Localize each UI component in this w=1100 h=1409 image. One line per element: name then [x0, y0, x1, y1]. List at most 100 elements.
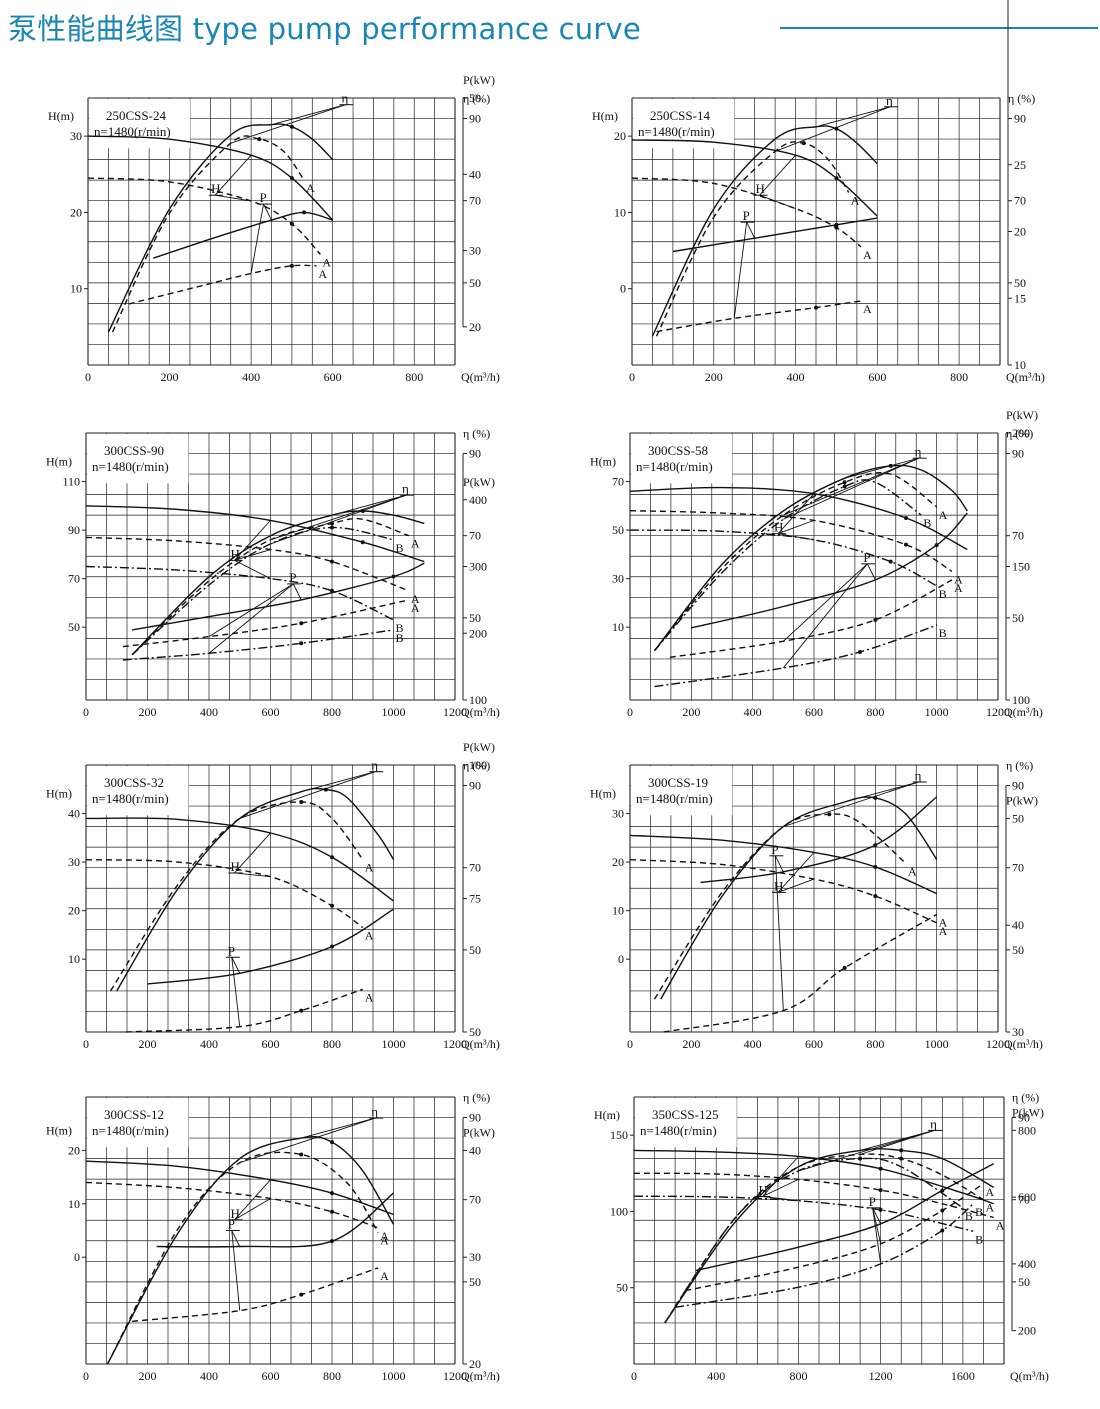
- title-box: [635, 1098, 737, 1148]
- leader-line-eff: [301, 1117, 376, 1139]
- point-p: [302, 210, 307, 215]
- speed-label: n=1480(r/min): [638, 124, 715, 139]
- x-tick-label: 400: [744, 1037, 762, 1051]
- title-box: [87, 1098, 189, 1148]
- page-title: 泵性能曲线图 type pump performance curve: [8, 12, 641, 46]
- leader-line-head: [234, 559, 271, 580]
- point-h: [289, 176, 294, 181]
- x-tick-label: 1600: [951, 1369, 975, 1383]
- variant-label-p-a: A: [380, 1269, 389, 1283]
- head-tick-label: 50: [612, 523, 624, 537]
- power-tick-label: 600: [1018, 1190, 1036, 1204]
- point-eta-a: [842, 480, 847, 485]
- eff-tick-label: 50: [1014, 276, 1026, 290]
- eff-tick-label: 50: [469, 1275, 481, 1289]
- eff-tick-label: 90: [1014, 112, 1026, 126]
- point-p-a: [873, 617, 878, 622]
- power-axis-label: P(kW): [463, 73, 495, 87]
- curve-eta-a: [655, 141, 850, 337]
- head-tick-label: 20: [68, 1143, 80, 1157]
- point-h: [834, 176, 839, 181]
- point-h-a: [289, 221, 294, 226]
- head-axis-label: H(m): [46, 1123, 72, 1137]
- point-eta-a: [899, 1156, 904, 1161]
- curve-p-a: [685, 1183, 984, 1292]
- leader-line-eff: [230, 104, 346, 144]
- x-tick-label: 0: [83, 705, 89, 719]
- point-eta-a: [257, 137, 262, 142]
- head-tick-label: 110: [62, 475, 80, 489]
- power-tick-label: 100: [469, 693, 487, 707]
- point-p-a: [289, 263, 294, 268]
- power-tick-label: 25: [1014, 158, 1026, 172]
- eff-tick-label: 50: [469, 276, 481, 290]
- variant-label-eta-a: A: [985, 1201, 994, 1215]
- leader-line-power: [231, 1230, 241, 1247]
- power-axis-label: P(kW): [1012, 1105, 1044, 1119]
- variant-label-h-a: A: [996, 1219, 1005, 1233]
- leader-line-power: [872, 1207, 882, 1244]
- point-p-a: [299, 1008, 304, 1013]
- x-tick-label: 400: [744, 705, 762, 719]
- x-axis-label: Q(m³/h): [461, 1037, 500, 1051]
- point-h-a: [330, 903, 334, 908]
- curve-eta: [660, 796, 938, 1000]
- curve-eta-a: [653, 471, 938, 652]
- point-h: [360, 540, 365, 545]
- x-tick-label: 400: [200, 1037, 218, 1051]
- leader-line-head: [759, 194, 796, 210]
- leader-line-power: [782, 563, 868, 669]
- x-tick-label: 800: [405, 370, 423, 384]
- variant-label-h-a: A: [863, 248, 872, 262]
- curve-name-head: H: [231, 859, 240, 874]
- point-h-b: [888, 559, 893, 564]
- leader-line-power: [774, 855, 784, 873]
- head-tick-label: 30: [70, 129, 82, 143]
- point-eta-b: [858, 1156, 863, 1161]
- x-tick-label: 1200: [443, 705, 467, 719]
- curve-name-power: P: [771, 842, 778, 857]
- leader-line-power: [746, 221, 756, 239]
- head-axis-label: H(m): [590, 455, 616, 469]
- curve-p-a: [132, 1267, 379, 1322]
- curve-eta: [651, 125, 878, 337]
- curve-eta: [131, 510, 425, 656]
- power-tick-label: 800: [1018, 1123, 1036, 1137]
- point-h-a: [878, 1188, 883, 1193]
- curve-name-eff: η: [371, 758, 378, 773]
- curve-h: [629, 834, 937, 895]
- curve-name-eff: η: [915, 768, 922, 783]
- point-h: [330, 1191, 334, 1196]
- point-h-b: [330, 588, 334, 593]
- variant-label-h-a: A: [939, 924, 948, 938]
- x-axis-label: Q(m³/h): [1006, 370, 1045, 384]
- x-tick-label: 600: [805, 705, 823, 719]
- head-tick-label: 10: [70, 282, 82, 296]
- curve-p: [152, 211, 333, 259]
- leader-line-head: [762, 1156, 799, 1197]
- head-tick-label: 30: [68, 855, 80, 869]
- variant-label-p-b: B: [975, 1205, 983, 1219]
- x-tick-label: 800: [789, 1369, 807, 1383]
- variant-label-h-b: B: [939, 587, 947, 601]
- power-tick-label: 30: [469, 1250, 481, 1264]
- leader-line-eff: [783, 457, 919, 520]
- head-tick-label: 10: [68, 952, 80, 966]
- x-tick-label: 0: [83, 1369, 89, 1383]
- curve-name-head: H: [756, 181, 765, 196]
- leader-line-eff: [270, 494, 407, 541]
- curve-p: [147, 908, 394, 985]
- variant-label-h-b: B: [396, 621, 404, 635]
- variant-label-h-b: B: [975, 1232, 983, 1246]
- point-h: [878, 1166, 883, 1171]
- point-eta-a: [299, 799, 304, 804]
- x-tick-label: 800: [866, 705, 884, 719]
- point-h-b: [878, 1207, 883, 1212]
- x-tick-label: 400: [200, 1369, 218, 1383]
- curve-h-a: [629, 859, 937, 924]
- leader-line-eff: [271, 104, 346, 126]
- curve-name-eff: η: [886, 93, 893, 108]
